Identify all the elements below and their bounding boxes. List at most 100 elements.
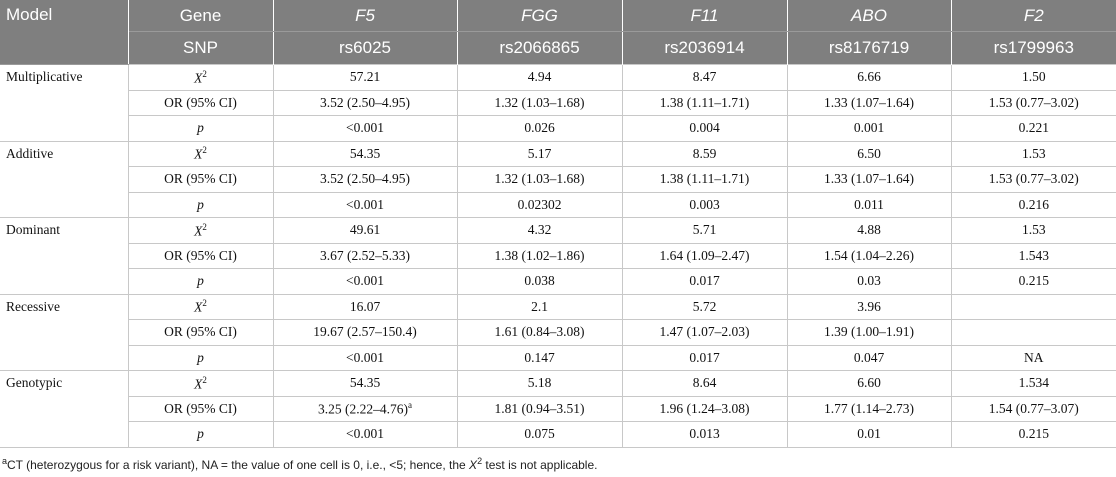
value-cell: 1.47 (1.07–2.03)	[621, 319, 788, 346]
stat-cell: OR (95% CI)	[128, 242, 274, 269]
gene-header: Gene	[128, 0, 274, 32]
value-cell: 16.07	[272, 293, 458, 320]
value-cell: 3.96	[786, 293, 952, 320]
footnote-text: test is not applicable.	[482, 457, 598, 472]
stat-sup: 2	[202, 68, 207, 79]
stat-cell: p	[128, 421, 274, 448]
value-cell: 1.33 (1.07–1.64)	[786, 166, 952, 193]
value-cell: 5.17	[456, 140, 623, 167]
stat-label: p	[197, 426, 204, 442]
value-cell: 3.25 (2.22–4.76)a	[272, 395, 458, 422]
value-cell: 6.50	[786, 140, 952, 167]
value-cell: <0.001	[272, 344, 458, 371]
model-cell: Genotypic	[0, 370, 129, 448]
value-cell: 3.67 (2.52–5.33)	[272, 242, 458, 269]
value-cell: 1.53	[950, 217, 1116, 244]
model-header: Model	[0, 0, 129, 65]
gene-header: FGG	[457, 0, 623, 32]
stat-cell: p	[128, 115, 274, 142]
value-cell: 1.38 (1.02–1.86)	[456, 242, 623, 269]
table-row: OR (95% CI) 3.25 (2.22–4.76)a 1.81 (0.94–3…	[0, 395, 1116, 422]
table-row: OR (95% CI) 3.52 (2.50–4.95) 1.32 (1.03–1.…	[0, 89, 1116, 116]
value-cell: 0.221	[950, 115, 1116, 142]
value-cell: 0.01	[786, 421, 952, 448]
value-cell: 1.32 (1.03–1.68)	[456, 89, 623, 116]
results-table: Model Gene F5 FGG F11 ABO F2 SNP rs6025 rs206686…	[0, 0, 1116, 448]
value-cell: 5.18	[456, 370, 623, 397]
stat-label: OR (95% CI)	[164, 94, 237, 110]
value-cell: 0.02302	[456, 191, 623, 218]
table-row: p <0.001 0.147 0.017 0.047 NA	[0, 344, 1116, 371]
stat-sup: 2	[202, 145, 207, 155]
stat-cell: p	[128, 344, 274, 371]
value-cell: 0.216	[950, 191, 1116, 218]
stat-cell: X2	[127, 140, 274, 167]
stat-cell: X2	[127, 217, 274, 244]
stat-label: OR (95% CI)	[164, 324, 237, 340]
table-row: Multiplicative X2 57.21 4.94 8.47 6.66 1.50	[0, 64, 1116, 142]
footnote-symbol: X	[469, 457, 478, 472]
value-cell: 54.35	[272, 140, 458, 167]
stat-label: X	[194, 223, 203, 238]
value-cell: 1.77 (1.14–2.73)	[786, 395, 952, 422]
value-cell: 19.67 (2.57–150.4)	[272, 319, 458, 346]
value-cell: 0.003	[621, 191, 788, 218]
value-cell: <0.001	[272, 268, 458, 295]
model-cell: Additive	[0, 140, 129, 218]
value-cell: 8.64	[621, 370, 788, 397]
value-cell: 1.81 (0.94–3.51)	[456, 395, 623, 422]
value-cell: 1.54 (1.04–2.26)	[786, 242, 952, 269]
value-cell: 1.38 (1.11–1.71)	[621, 89, 788, 116]
value-cell: 0.004	[621, 115, 788, 142]
value-cell: 57.21	[272, 64, 458, 91]
value-cell: 0.038	[456, 268, 623, 295]
model-cell: Dominant	[0, 217, 129, 295]
footnote-symbol-sup: 2	[477, 455, 483, 466]
value-text: 3.25 (2.22–4.76)	[318, 401, 408, 417]
stat-sup: 2	[202, 221, 207, 232]
stat-label: p	[197, 273, 204, 289]
value-cell: 1.38 (1.11–1.71)	[621, 166, 788, 193]
stat-label: X	[194, 70, 203, 85]
value-cell: 1.96 (1.24–3.08)	[621, 395, 788, 422]
stat-cell: X2	[127, 293, 274, 320]
stat-label: X	[194, 376, 203, 391]
stat-label: p	[197, 120, 204, 136]
gene-header: F2	[951, 0, 1116, 32]
stat-cell: X2	[127, 64, 274, 91]
value-cell: 3.52 (2.50–4.95)	[272, 89, 458, 116]
value-cell: 1.61 (0.84–3.08)	[456, 319, 623, 346]
value-cell: 0.001	[786, 115, 952, 142]
value-cell: 1.53 (0.77–3.02)	[950, 166, 1116, 193]
table-body: Multiplicative X2 57.21 4.94 8.47 6.66 1.50 OR …	[0, 64, 1116, 448]
value-cell: 4.32	[456, 217, 623, 244]
value-cell: 3.52 (2.50–4.95)	[272, 166, 458, 193]
stat-label: OR (95% CI)	[164, 247, 237, 263]
stat-label: OR (95% CI)	[164, 400, 237, 416]
value-cell: 1.53	[950, 140, 1116, 167]
gene-header: F5	[273, 0, 458, 32]
table-row: p <0.001 0.038 0.017 0.03 0.215	[0, 268, 1116, 295]
value-cell: 0.017	[621, 344, 788, 371]
snp-header: SNP	[128, 31, 274, 65]
value-sup: a	[408, 400, 412, 410]
value-cell: 1.64 (1.09–2.47)	[621, 242, 788, 269]
table-row: Dominant X2 49.61 4.32 5.71 4.88 1.53	[0, 217, 1116, 295]
stat-label: p	[197, 196, 204, 212]
value-cell: 0.026	[456, 115, 623, 142]
value-cell: 5.71	[621, 217, 788, 244]
stat-sup: 2	[202, 298, 207, 308]
model-cell: Recessive	[0, 293, 129, 371]
value-cell: 1.53 (0.77–3.02)	[950, 89, 1116, 116]
value-cell: 5.72	[621, 293, 788, 320]
snp-header: rs2036914	[622, 31, 788, 65]
stat-cell: X2	[127, 370, 274, 397]
stat-cell: OR (95% CI)	[128, 395, 274, 422]
value-cell: 1.32 (1.03–1.68)	[456, 166, 623, 193]
stat-cell: OR (95% CI)	[128, 89, 274, 116]
value-cell: 49.61	[272, 217, 458, 244]
value-cell: 1.54 (0.77–3.07)	[950, 395, 1116, 422]
value-cell: 4.94	[456, 64, 623, 91]
gene-header: ABO	[787, 0, 952, 32]
